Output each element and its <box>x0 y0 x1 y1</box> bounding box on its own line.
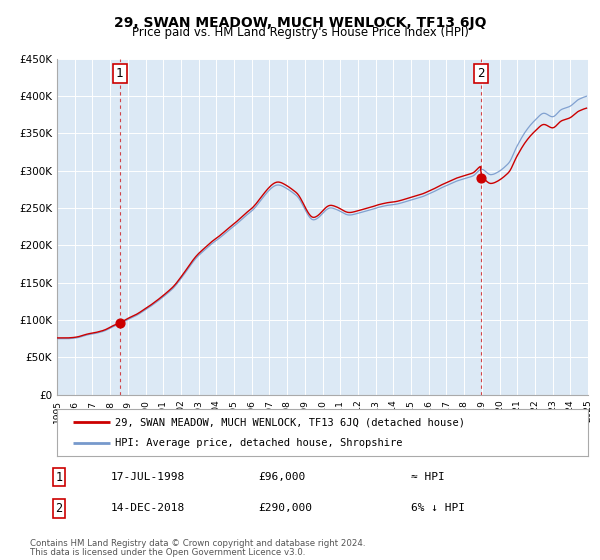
Text: 14-DEC-2018: 14-DEC-2018 <box>111 503 185 514</box>
Text: 2: 2 <box>478 67 485 80</box>
Text: £96,000: £96,000 <box>258 472 305 482</box>
Text: 2: 2 <box>55 502 62 515</box>
Text: 1: 1 <box>55 470 62 484</box>
Text: 29, SWAN MEADOW, MUCH WENLOCK, TF13 6JQ (detached house): 29, SWAN MEADOW, MUCH WENLOCK, TF13 6JQ … <box>115 417 466 427</box>
Text: This data is licensed under the Open Government Licence v3.0.: This data is licensed under the Open Gov… <box>30 548 305 557</box>
Point <box>476 174 486 183</box>
Text: Price paid vs. HM Land Registry's House Price Index (HPI): Price paid vs. HM Land Registry's House … <box>131 26 469 39</box>
Text: 17-JUL-1998: 17-JUL-1998 <box>111 472 185 482</box>
Point <box>115 319 124 328</box>
Text: 6% ↓ HPI: 6% ↓ HPI <box>411 503 465 514</box>
Text: £290,000: £290,000 <box>258 503 312 514</box>
Text: 1: 1 <box>116 67 124 80</box>
Text: Contains HM Land Registry data © Crown copyright and database right 2024.: Contains HM Land Registry data © Crown c… <box>30 539 365 548</box>
Text: 29, SWAN MEADOW, MUCH WENLOCK, TF13 6JQ: 29, SWAN MEADOW, MUCH WENLOCK, TF13 6JQ <box>114 16 486 30</box>
Text: ≈ HPI: ≈ HPI <box>411 472 445 482</box>
Text: HPI: Average price, detached house, Shropshire: HPI: Average price, detached house, Shro… <box>115 438 403 448</box>
